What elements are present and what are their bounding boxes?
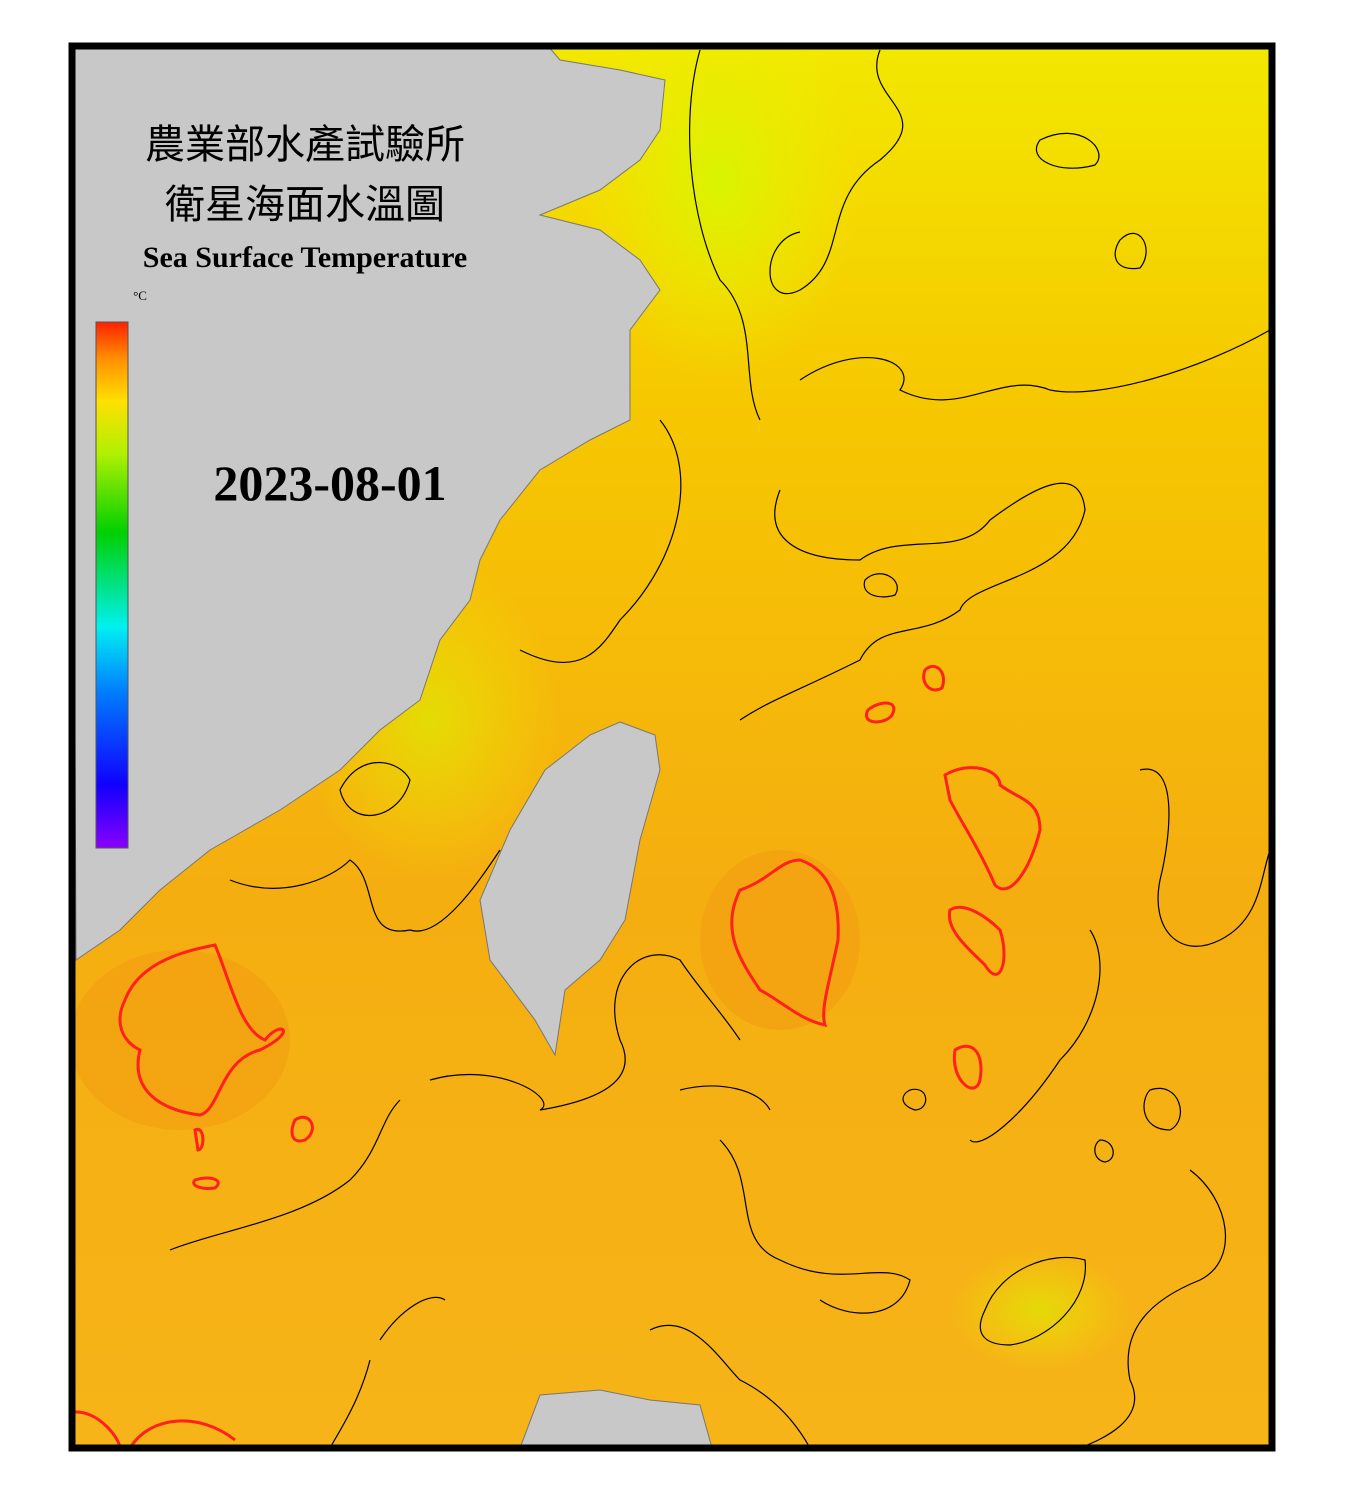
- subtitle: Sea Surface Temperature: [143, 241, 467, 274]
- isotherm: [769, 49, 904, 294]
- isotherm: [1139, 768, 1271, 947]
- isotherm-30: [864, 664, 945, 724]
- taiwan: [479, 721, 661, 1057]
- isotherm: [969, 929, 1101, 1143]
- isotherm: [329, 1296, 446, 1448]
- colorbar-unit: °C: [133, 288, 147, 303]
- isotherm: [429, 954, 741, 1111]
- isotherm: [679, 1085, 911, 1314]
- isotherm: [689, 49, 761, 421]
- warm-water: [700, 850, 860, 1030]
- china-coast: [72, 46, 666, 961]
- isotherm-30: [943, 766, 1042, 891]
- warm-water: [72, 950, 290, 1130]
- isotherm-30: [730, 858, 840, 1027]
- isotherm-30: [947, 905, 1006, 976]
- isotherm: [169, 1099, 401, 1251]
- isotherm: [739, 482, 1086, 721]
- colorbar: [95, 321, 129, 849]
- title-zh: 農業部水產試驗所: [145, 122, 465, 167]
- isotherm: [229, 849, 501, 932]
- isotherm-30: [952, 1044, 983, 1090]
- isotherm-30: [118, 943, 285, 1117]
- map-body: [72, 46, 1272, 1448]
- cool-water: [950, 1250, 1130, 1370]
- isotherm-30: [192, 1116, 314, 1190]
- isotherm: [649, 1324, 811, 1448]
- title-zh: 衛星海面水溫圖: [165, 182, 445, 227]
- isotherm: [799, 329, 1271, 401]
- date: 2023-08-01: [213, 455, 446, 511]
- isotherm: [519, 419, 682, 663]
- isotherm: [339, 762, 411, 817]
- isotherm: [979, 1256, 1086, 1346]
- isotherm: [902, 1087, 1181, 1163]
- isotherm: [863, 132, 1147, 598]
- map-frame: [68, 42, 1276, 1452]
- warm-isotherms: [72, 664, 1042, 1448]
- isotherms: [169, 49, 1271, 1448]
- luzon: [519, 1389, 713, 1448]
- isotherm: [1079, 1169, 1226, 1448]
